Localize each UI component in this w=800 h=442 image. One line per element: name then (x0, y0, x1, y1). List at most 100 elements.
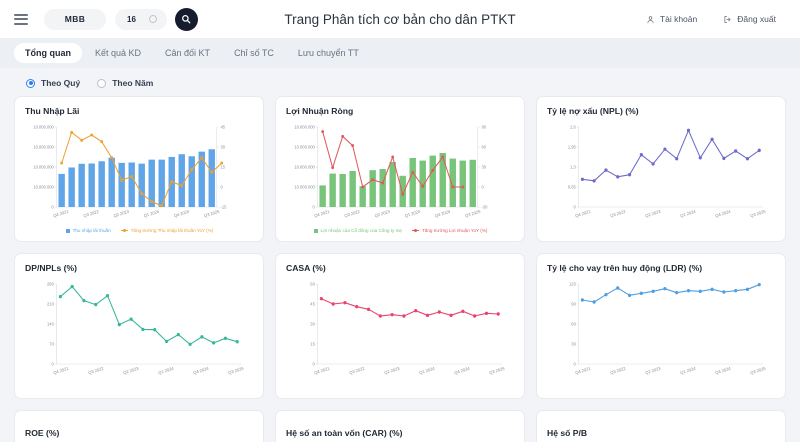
chart-card-ldr: Tỷ lệ cho vay trên huy động (LDR) (%) 120… (536, 253, 786, 399)
svg-text:Q3 2022: Q3 2022 (610, 366, 627, 376)
logout-icon (724, 15, 731, 23)
svg-text:0: 0 (52, 204, 55, 209)
quantity-input[interactable]: 16 (115, 8, 167, 30)
svg-text:90: 90 (571, 301, 576, 306)
svg-text:Q1 2024: Q1 2024 (158, 366, 175, 376)
search-button[interactable] (174, 7, 198, 31)
svg-text:Q2 2023: Q2 2023 (113, 209, 130, 219)
svg-text:Q3 2022: Q3 2022 (349, 366, 366, 376)
quantity-value: 16 (127, 14, 136, 24)
svg-text:10.000.000: 10.000.000 (33, 164, 54, 169)
svg-text:210: 210 (47, 301, 54, 306)
chart-card-row3-2: Hệ số P/B (536, 410, 786, 442)
svg-text:Q2 2023: Q2 2023 (384, 366, 401, 376)
svg-text:Q4 2021: Q4 2021 (314, 366, 331, 376)
hamburger-icon[interactable] (14, 13, 28, 25)
svg-text:Q2 2023: Q2 2023 (374, 209, 391, 219)
svg-text:-30: -30 (481, 204, 488, 209)
chart-title: CASA (%) (286, 263, 326, 273)
svg-text:10.000.000: 10.000.000 (294, 144, 315, 149)
svg-text:Q3 2022: Q3 2022 (83, 209, 100, 219)
clear-circle-icon[interactable] (148, 15, 157, 23)
svg-text:0: 0 (220, 184, 223, 189)
svg-text:10.000.000: 10.000.000 (33, 124, 54, 129)
svg-text:Q4 2024: Q4 2024 (193, 366, 210, 376)
svg-text:Q3 2025: Q3 2025 (464, 209, 481, 219)
radio-label: Theo Năm (112, 78, 154, 88)
tab-2[interactable]: Cân đối KT (165, 48, 211, 58)
svg-text:1,95: 1,95 (568, 144, 577, 149)
chart-plot[interactable]: 10.000.000 10.000.000 10.000.000 10.000.000… (286, 119, 515, 231)
svg-text:0: 0 (574, 361, 577, 366)
radio-period-0[interactable]: Theo Quý (26, 78, 80, 88)
tab-3[interactable]: Chỉ số TC (234, 48, 274, 58)
svg-text:Q1 2024: Q1 2024 (143, 209, 160, 219)
svg-text:Q4 2024: Q4 2024 (715, 366, 732, 376)
legend-label: Tăng trưởng Lợi nhuận YoY (%) (421, 228, 488, 233)
app-header: MBB 16 Trang Phân tích cơ bản cho dân PT… (0, 0, 800, 38)
chart-title: Thu Nhập Lãi (25, 106, 80, 116)
chart-title: Tỷ lệ nợ xấu (NPL) (%) (547, 106, 639, 116)
svg-text:60: 60 (310, 281, 315, 286)
chart-legend: Thu nhập lãi thuần Tăng trưởng Thu nhập l… (25, 228, 254, 233)
tab-bar: Tổng quan Kết quả KD Cân đối KT Chỉ số TC Lư… (0, 38, 800, 68)
svg-text:0: 0 (313, 204, 316, 209)
svg-text:Q2 2023: Q2 2023 (123, 366, 140, 376)
tab-4[interactable]: Lưu chuyển TT (297, 48, 359, 58)
chart-plot[interactable]: 120 90 60 30 0 Q4 2021 Q3 2022 Q2 2023 Q1 2024 Q4… (547, 276, 776, 388)
legend-item[interactable]: Lợi nhuận của Cổ đông của Công ty mẹ (313, 228, 402, 233)
svg-text:120: 120 (569, 281, 576, 286)
svg-text:Q3 2025: Q3 2025 (750, 209, 767, 219)
logout-button[interactable]: Đăng xuất (713, 8, 786, 30)
account-label: Tài khoản (659, 14, 698, 24)
svg-text:10.000.000: 10.000.000 (294, 124, 315, 129)
svg-text:Q1 2024: Q1 2024 (680, 366, 697, 376)
svg-text:Q4 2021: Q4 2021 (575, 366, 592, 376)
chart-title: Hệ số an toàn vốn (CAR) (%) (286, 428, 403, 438)
chart-card-npl: Tỷ lệ nợ xấu (NPL) (%) 2,6 1,95 1,3 0,65 0 Q4 … (536, 96, 786, 242)
chart-plot[interactable]: 2,6 1,95 1,3 0,65 0 Q4 2021 Q3 2022 Q2 2023 Q1 2… (547, 119, 776, 231)
chart-card-row3-1: Hệ số an toàn vốn (CAR) (%) (275, 410, 525, 442)
chart-title: DP/NPLs (%) (25, 263, 78, 273)
search-icon (182, 15, 191, 24)
legend-item[interactable]: Thu nhập lãi thuần (65, 228, 111, 233)
chart-plot[interactable]: 60 45 30 15 0 Q4 2021 Q3 2022 Q2 2023 Q1 2024 Q4 … (286, 276, 515, 388)
chart-plot[interactable]: 10.000.000 10.000.000 10.000.000 10.000.000… (25, 119, 254, 231)
radio-period-1[interactable]: Theo Năm (97, 78, 153, 88)
legend-item[interactable]: Tăng trưởng Lợi nhuận YoY (%) (411, 228, 488, 233)
svg-text:0: 0 (481, 184, 484, 189)
legend-line-icon (411, 228, 419, 233)
svg-text:1,3: 1,3 (570, 164, 576, 169)
svg-text:Q2 2023: Q2 2023 (645, 366, 662, 376)
svg-text:45: 45 (310, 301, 315, 306)
ticker-input[interactable]: MBB (44, 8, 106, 30)
svg-text:10.000.000: 10.000.000 (294, 164, 315, 169)
chart-title: Tỷ lệ cho vay trên huy động (LDR) (%) (547, 263, 703, 273)
svg-text:Q4 2021: Q4 2021 (314, 209, 331, 219)
radio-dot-icon (97, 78, 107, 88)
svg-text:0: 0 (574, 204, 577, 209)
chart-title: ROE (%) (25, 428, 60, 438)
radio-label: Theo Quý (41, 78, 81, 88)
svg-text:Q1 2024: Q1 2024 (419, 366, 436, 376)
radio-dot-icon (26, 78, 35, 88)
svg-text:0: 0 (52, 361, 55, 366)
svg-text:60: 60 (571, 321, 576, 326)
tab-0[interactable]: Tổng quan (14, 43, 82, 63)
svg-text:45: 45 (220, 124, 225, 129)
svg-text:Q2 2023: Q2 2023 (645, 209, 662, 219)
legend-item[interactable]: Tăng trưởng Thu nhập lãi thuần YoY (%) (120, 228, 213, 233)
svg-text:Q3 2022: Q3 2022 (88, 366, 105, 376)
legend-line-icon (120, 228, 128, 233)
svg-text:30: 30 (220, 144, 225, 149)
chart-plot[interactable]: 280 210 140 70 0 Q4 2021 Q3 2022 Q2 2023 Q1 2024… (25, 276, 254, 388)
legend-label: Thu nhập lãi thuần (72, 228, 111, 233)
account-button[interactable]: Tài khoản (635, 8, 708, 30)
svg-text:Q1 2024: Q1 2024 (680, 209, 697, 219)
svg-text:-15: -15 (220, 204, 227, 209)
svg-text:Q4 2021: Q4 2021 (53, 209, 70, 219)
tab-1[interactable]: Kết quả KD (95, 48, 142, 58)
svg-text:0: 0 (313, 361, 316, 366)
chart-title: Hệ số P/B (547, 428, 588, 438)
